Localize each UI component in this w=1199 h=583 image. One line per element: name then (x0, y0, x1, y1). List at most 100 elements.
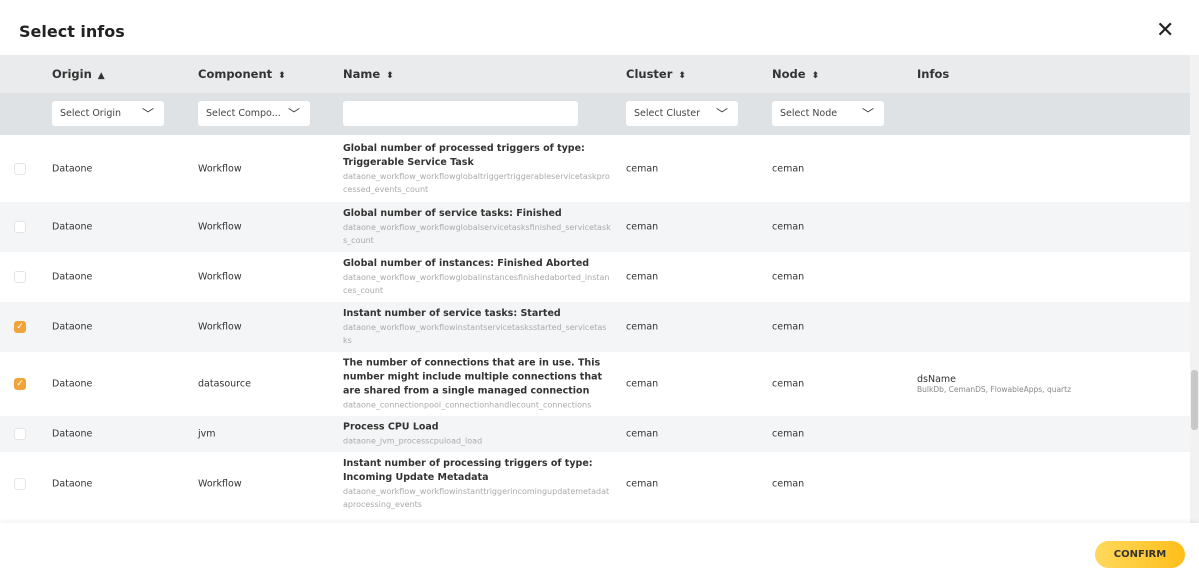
column-name[interactable]: Name ⬍ (343, 67, 394, 81)
node-cell: ceman (772, 428, 805, 440)
name-cell: The number of connections that are in us… (343, 357, 611, 412)
cluster-cell: ceman (626, 271, 659, 283)
row-checkbox[interactable] (14, 221, 26, 233)
component-select-value: Select Compo... (206, 108, 281, 119)
component-select[interactable]: Select Compo... ﹀ (198, 101, 310, 126)
cluster-select[interactable]: Select Cluster ﹀ (626, 101, 738, 126)
row-checkbox[interactable] (14, 428, 26, 440)
name-filter-input[interactable] (343, 101, 578, 126)
column-label: Component (198, 67, 273, 81)
name-cell: Global number of service tasks: Finished… (343, 207, 611, 247)
cluster-select-value: Select Cluster (634, 108, 701, 119)
cluster-cell: ceman (626, 478, 659, 490)
chevron-down-icon: ﹀ (141, 107, 154, 121)
scrollbar[interactable] (1190, 55, 1199, 523)
metric-name: The number of connections that are in us… (343, 357, 603, 397)
metric-key: dataone_workflow_workflowglobalinstances… (343, 273, 610, 295)
sort-asc-icon: ▲ (97, 71, 105, 81)
confirm-button[interactable]: CONFIRM (1095, 541, 1185, 568)
filter-row: Select Origin ﹀ Select Compo... ﹀ Select C… (0, 93, 1190, 135)
cluster-cell: ceman (626, 221, 659, 233)
component-cell: Workflow (198, 321, 242, 333)
name-cell: Global number of instances: Finished Abo… (343, 257, 611, 297)
metric-name: Process CPU Load (343, 421, 439, 433)
column-label: Cluster (626, 67, 673, 81)
column-label: Name (343, 67, 381, 81)
cluster-cell: ceman (626, 428, 659, 440)
cluster-cell: ceman (626, 163, 659, 174)
node-cell: ceman (772, 221, 805, 233)
node-cell: ceman (772, 321, 805, 333)
metric-name: Global number of service tasks: Finished (343, 208, 562, 219)
name-cell: Process CPU Load dataone_jvm_processcpulo… (343, 421, 611, 448)
column-label: Infos (917, 67, 950, 81)
infos-table: Origin ▲ Component ⬍ Name ⬍ Cluster ⬍ Node ⬍ … (0, 55, 1190, 523)
sort-icon: ⬍ (811, 71, 820, 81)
column-infos: Infos (917, 67, 949, 81)
table-row[interactable]: Dataone Workflow Instant number of proce… (0, 452, 1190, 516)
row-checkbox[interactable] (14, 478, 26, 490)
metric-key: dataone_workflow_workflowinstantservicet… (343, 323, 607, 345)
metric-name: Global number of instances: Finished Abo… (343, 258, 590, 269)
metric-key: dataone_connectionpool_connectionhandlec… (343, 400, 592, 410)
name-cell: Instant number of processing triggers of… (343, 457, 611, 511)
column-label: Origin (52, 67, 92, 81)
sort-icon: ⬍ (386, 71, 394, 81)
column-label: Node (772, 67, 806, 81)
row-checkbox[interactable]: ✓ (14, 321, 26, 333)
node-cell: ceman (772, 163, 805, 174)
component-cell: Workflow (198, 163, 242, 174)
sort-icon: ⬍ (678, 71, 686, 81)
cluster-cell: ceman (626, 321, 659, 333)
table-row[interactable]: Dataone Workflow Global number of instan… (0, 252, 1190, 302)
component-cell: Workflow (198, 478, 242, 490)
table-row[interactable]: Dataone jvm Process CPU Load dataone_jvm_… (0, 416, 1190, 452)
metric-key: dataone_workflow_workflowinstanttriggeri… (343, 487, 610, 509)
chevron-down-icon: ﹀ (715, 107, 728, 121)
column-cluster[interactable]: Cluster ⬍ (626, 67, 686, 81)
column-component[interactable]: Component ⬍ (198, 67, 286, 81)
row-checkbox[interactable]: ✓ (14, 378, 26, 390)
chevron-down-icon: ﹀ (287, 107, 300, 121)
origin-cell: Dataone (52, 271, 93, 283)
origin-select-value: Select Origin (60, 108, 122, 119)
table-header: Origin ▲ Component ⬍ Name ⬍ Cluster ⬍ Node ⬍ … (0, 55, 1190, 93)
name-cell: Instant number of service tasks: Started… (343, 307, 611, 347)
column-origin[interactable]: Origin ▲ (52, 67, 105, 81)
table-row[interactable]: Dataone Workflow Global number of proces… (0, 135, 1190, 202)
metric-name: Global number of processed triggers of t… (343, 142, 585, 168)
origin-cell: Dataone (52, 163, 93, 174)
scrollbar-thumb[interactable] (1191, 370, 1198, 430)
origin-cell: Dataone (52, 221, 93, 233)
origin-cell: Dataone (52, 321, 93, 333)
origin-cell: Dataone (52, 378, 93, 390)
node-cell: ceman (772, 378, 805, 390)
component-cell: Workflow (198, 271, 242, 283)
row-checkbox[interactable] (14, 271, 26, 283)
table-row[interactable]: ✓ Dataone datasource The number of conne… (0, 352, 1190, 416)
component-cell: jvm (198, 428, 216, 440)
column-node[interactable]: Node ⬍ (772, 67, 819, 81)
infos-cell: dsName BulkDb, CemanDS, FlowableApps, qua… (917, 374, 1071, 394)
row-checkbox[interactable] (14, 162, 26, 175)
dialog-footer (0, 523, 1199, 583)
close-icon[interactable]: ✕ (1156, 18, 1175, 43)
cluster-cell: ceman (626, 378, 659, 390)
node-select[interactable]: Select Node ﹀ (772, 101, 884, 126)
origin-cell: Dataone (52, 428, 93, 440)
node-cell: ceman (772, 478, 805, 490)
metric-name: Instant number of service tasks: Started (343, 308, 561, 319)
origin-cell: Dataone (52, 478, 93, 490)
metric-name: Instant number of processing triggers of… (343, 458, 593, 483)
table-body: Dataone Workflow Global number of proces… (0, 135, 1190, 516)
table-row[interactable]: Dataone Workflow Global number of servic… (0, 202, 1190, 252)
name-cell: Global number of processed triggers of t… (343, 142, 611, 196)
table-row[interactable]: ✓ Dataone Workflow Instant number of ser… (0, 302, 1190, 352)
info-values: BulkDb, CemanDS, FlowableApps, quartz (917, 385, 1072, 394)
origin-select[interactable]: Select Origin ﹀ (52, 101, 164, 126)
metric-key: dataone_workflow_workflowglobaltriggertr… (343, 171, 610, 194)
node-cell: ceman (772, 271, 805, 283)
info-key: dsName (917, 374, 957, 385)
chevron-down-icon: ﹀ (861, 107, 874, 121)
component-cell: datasource (198, 378, 251, 390)
